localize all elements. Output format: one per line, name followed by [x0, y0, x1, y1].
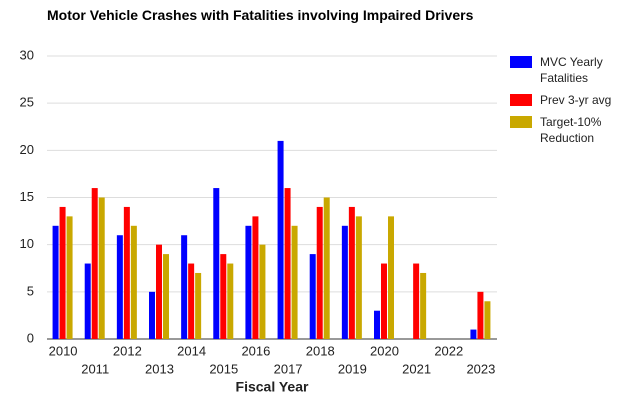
bar	[123, 206, 130, 339]
y-tick-label: 5	[27, 283, 34, 298]
y-tick-label: 20	[20, 142, 34, 157]
y-tick-label: 30	[20, 47, 34, 62]
bar	[381, 263, 387, 339]
x-tick-label: 2016	[241, 343, 270, 358]
bar	[156, 244, 162, 339]
bar	[341, 225, 348, 339]
legend-swatch	[510, 56, 532, 68]
bar	[213, 188, 220, 339]
legend-swatch	[510, 94, 532, 106]
bar	[245, 225, 252, 339]
bar	[91, 188, 98, 339]
bar	[195, 272, 202, 339]
x-tick-label: 2017	[274, 361, 303, 376]
chart-title: Motor Vehicle Crashes with Fatalities in…	[47, 7, 474, 23]
bar	[98, 197, 105, 339]
x-tick-label: 2014	[177, 343, 206, 358]
bar	[484, 301, 491, 339]
bar	[470, 329, 477, 339]
x-tick-label: 2020	[370, 343, 399, 358]
y-tick-label: 15	[20, 189, 34, 204]
bar	[413, 263, 420, 339]
legend-swatch	[510, 116, 532, 128]
legend-label: MVC Yearly Fatalities	[540, 55, 603, 85]
y-tick-label: 25	[20, 95, 34, 110]
x-tick-label: 2010	[49, 343, 78, 358]
bar	[220, 254, 227, 339]
legend: MVC Yearly Fatalities Prev 3-yr avg Target…	[510, 54, 628, 152]
bar	[388, 216, 394, 339]
x-tick-label: 2018	[306, 343, 335, 358]
bar	[252, 216, 259, 339]
bar	[374, 310, 380, 339]
bar	[477, 291, 484, 339]
legend-item: Target-10% Reduction	[510, 114, 628, 146]
bar	[52, 225, 59, 339]
legend-label: Prev 3-yr avg	[540, 93, 612, 107]
bar	[130, 225, 137, 339]
x-tick-label: 2021	[402, 361, 431, 376]
bar	[259, 244, 266, 339]
bar	[291, 225, 298, 339]
legend-item: MVC Yearly Fatalities	[510, 54, 628, 86]
x-axis-label: Fiscal Year	[236, 379, 309, 395]
legend-item: Prev 3-yr avg	[510, 92, 628, 108]
bar	[116, 235, 123, 339]
bar	[316, 206, 323, 339]
x-tick-label: 2011	[81, 361, 109, 376]
bar	[420, 272, 427, 339]
x-tick-label: 2023	[466, 361, 495, 376]
x-tick-label: 2015	[209, 361, 238, 376]
bar	[66, 216, 73, 339]
bar	[277, 140, 284, 339]
y-tick-label: 10	[20, 236, 34, 251]
bar	[149, 291, 155, 339]
bar	[309, 254, 316, 339]
legend-label: Target-10% Reduction	[540, 115, 602, 145]
bar	[163, 254, 169, 339]
bar	[348, 206, 355, 339]
bar	[84, 263, 91, 339]
bar	[284, 188, 291, 339]
bar	[323, 197, 330, 339]
bar	[181, 235, 188, 339]
x-tick-label: 2022	[434, 343, 463, 358]
bar	[227, 263, 234, 339]
bar	[188, 263, 195, 339]
bar	[59, 206, 66, 339]
x-tick-label: 2019	[338, 361, 367, 376]
x-tick-label: 2012	[113, 343, 142, 358]
y-tick-label: 0	[27, 330, 34, 345]
x-tick-label: 2013	[145, 361, 174, 376]
bar	[355, 216, 362, 339]
